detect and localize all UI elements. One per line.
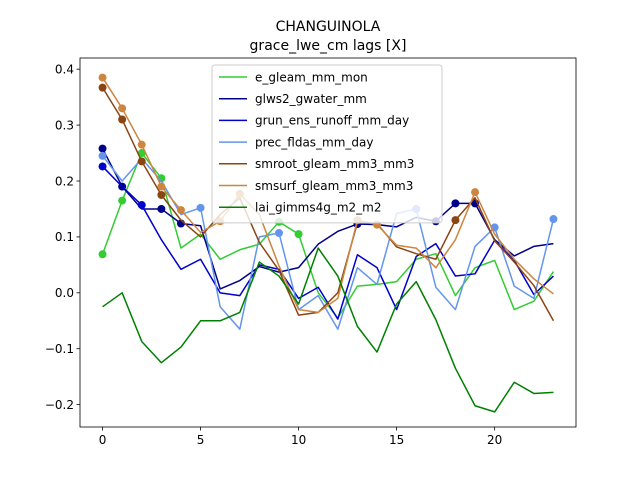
- chart-subtitle: grace_lwe_cm lags [X]: [250, 38, 407, 54]
- data-point-prec_fldas_mm_day-0: [98, 151, 107, 160]
- data-point-smsurf_gleam_mm3_mm3-0: [98, 73, 107, 82]
- data-point-grun_ens_runoff_mm_day-2: [137, 201, 146, 210]
- legend-label-lai_gimms4g_m2_m2: lai_gimms4g_m2_m2: [255, 201, 382, 215]
- legend-box: [211, 64, 443, 224]
- data-point-smsurf_gleam_mm3_mm3-1: [118, 104, 127, 113]
- x-tick-label-0: 0: [99, 433, 107, 447]
- x-tick-label-10: 10: [291, 433, 306, 447]
- legend-label-smroot_gleam_mm3_mm3: smroot_gleam_mm3_mm3: [255, 157, 414, 171]
- data-point-glws2_gwater_mm-3: [157, 204, 166, 213]
- data-point-grun_ens_runoff_mm_day-0: [98, 162, 107, 171]
- y-tick-label-4: 0.2: [55, 174, 74, 188]
- data-point-smroot_gleam_mm3_mm3-2: [137, 157, 146, 166]
- x-tick-label-20: 20: [487, 433, 502, 447]
- data-point-smsurf_gleam_mm3_mm3-4: [176, 206, 185, 215]
- y-tick-label-2: 0.0: [55, 286, 74, 300]
- data-point-e_gleam_mm_mon-3: [157, 174, 166, 183]
- data-point-smroot_gleam_mm3_mm3-3: [157, 190, 166, 199]
- data-point-glws2_gwater_mm-18: [451, 199, 460, 208]
- data-point-prec_fldas_mm_day-9: [274, 228, 283, 237]
- legend-label-smsurf_gleam_mm3_mm3: smsurf_gleam_mm3_mm3: [255, 179, 413, 193]
- data-point-e_gleam_mm_mon-0: [98, 250, 107, 259]
- axes: 0 5 10 15 20 −0.2 −0.1 0.0 0.1 0.2 0.3 0.4: [45, 57, 577, 447]
- series-line-lai_gimms4g_m2_m2: [102, 247, 554, 413]
- legend-label-e_gleam_mm_mon: e_gleam_mm_mon: [255, 70, 368, 84]
- y-tick-label-1: −0.1: [45, 342, 74, 356]
- series-line-glws2_gwater_mm: [101, 148, 554, 290]
- data-point-e_gleam_mm_mon-2: [137, 149, 146, 158]
- data-point-e_gleam_mm_mon-1: [118, 196, 127, 205]
- data-point-smroot_gleam_mm3_mm3-0: [98, 83, 107, 92]
- data-point-prec_fldas_mm_day-23: [549, 215, 558, 224]
- data-point-smroot_gleam_mm3_mm3-18: [451, 216, 460, 225]
- data-point-prec_fldas_mm_day-5: [196, 203, 205, 212]
- y-tick-label-3: 0.1: [55, 230, 74, 244]
- series-line-smsurf_gleam_mm3_mm3: [101, 77, 554, 314]
- y-tick-label-0: −0.2: [45, 398, 74, 412]
- chart-title: CHANGUINOLA: [276, 19, 381, 35]
- data-point-smsurf_gleam_mm3_mm3-3: [157, 182, 166, 191]
- data-point-smsurf_gleam_mm3_mm3-2: [137, 140, 146, 149]
- axes-frame: [79, 57, 577, 428]
- x-tick-label-15: 15: [389, 433, 404, 447]
- legend-label-grun_ens_runoff_mm_day: grun_ens_runoff_mm_day: [255, 114, 409, 128]
- data-point-e_gleam_mm_mon-10: [294, 230, 303, 239]
- x-tick-label-5: 5: [197, 433, 205, 447]
- data-point-smsurf_gleam_mm3_mm3-19: [471, 188, 480, 197]
- data-point-smroot_gleam_mm3_mm3-1: [118, 115, 127, 124]
- series-line-smroot_gleam_mm3_mm3: [101, 87, 555, 322]
- legend: e_gleam_mm_mon glws2_gwater_mm grun_ens_ru…: [211, 64, 443, 224]
- legend-label-prec_fldas_mm_day: prec_fldas_mm_day: [255, 135, 374, 149]
- legend-label-glws2_gwater_mm: glws2_gwater_mm: [255, 92, 367, 106]
- y-tick-label-6: 0.4: [55, 62, 74, 76]
- data-point-glws2_gwater_mm-0: [98, 144, 107, 153]
- y-tick-label-5: 0.3: [55, 118, 74, 132]
